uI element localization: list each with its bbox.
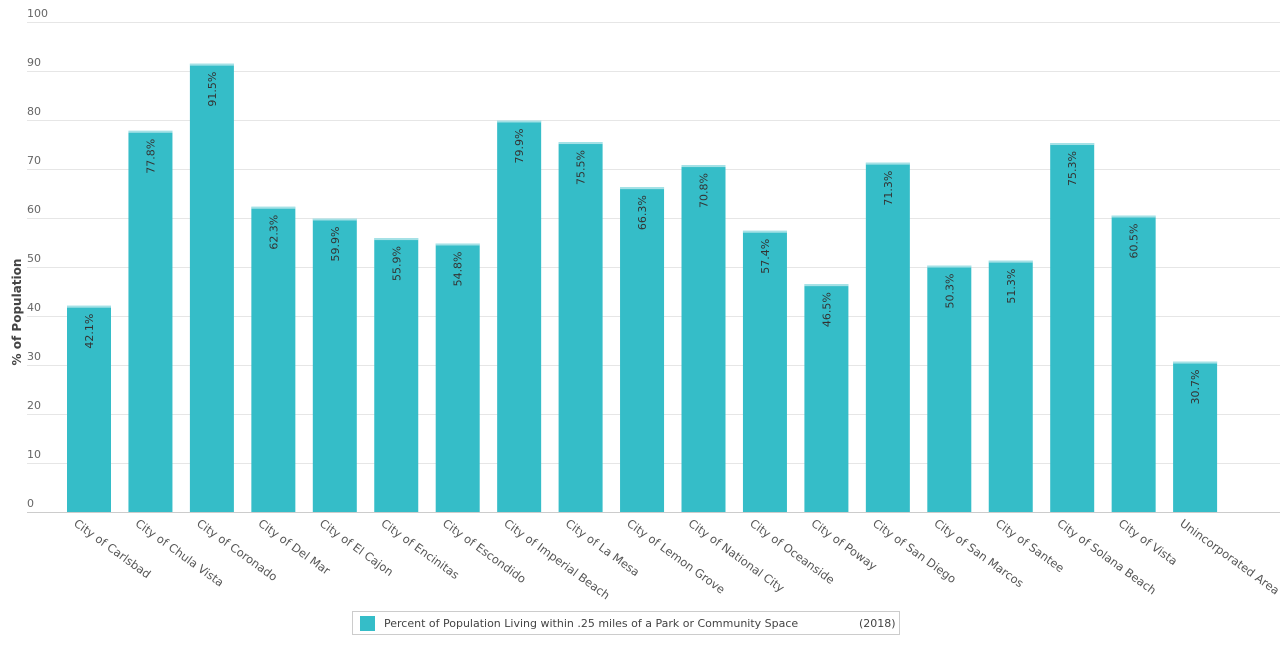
bar-top-highlight xyxy=(128,130,173,133)
bar-data-label: 77.8% xyxy=(144,139,157,174)
legend-swatch xyxy=(360,616,375,631)
bar[interactable] xyxy=(435,243,480,513)
bar-data-label: 62.3% xyxy=(267,215,280,250)
bar-data-label: 70.8% xyxy=(698,173,711,208)
legend-series-label: Percent of Population Living within .25 … xyxy=(384,617,799,630)
bar-data-label: 30.7% xyxy=(1189,370,1202,405)
y-tick-label: 40 xyxy=(27,301,41,314)
bar-top-highlight xyxy=(435,243,480,246)
bar-top-highlight xyxy=(1111,215,1156,218)
bar-top-highlight xyxy=(251,206,296,209)
bar-data-label: 59.9% xyxy=(329,226,342,261)
x-tick-label: Unincorporated Area xyxy=(1177,516,1280,598)
bar-data-label: 71.3% xyxy=(882,171,895,206)
bar-top-highlight xyxy=(804,284,849,287)
bar[interactable] xyxy=(67,305,111,512)
bar-top-highlight xyxy=(927,265,972,268)
bar-data-label: 91.5% xyxy=(206,72,219,107)
bar-data-label: 75.3% xyxy=(1066,151,1079,186)
bar[interactable] xyxy=(620,187,665,512)
bar[interactable] xyxy=(681,165,726,512)
y-tick-label: 70 xyxy=(27,154,41,167)
bar-top-highlight xyxy=(189,63,234,66)
bar-top-highlight xyxy=(1050,143,1095,146)
bar[interactable] xyxy=(1050,143,1095,512)
y-tick-label: 90 xyxy=(27,56,41,69)
bar-data-label: 54.8% xyxy=(452,251,465,286)
bar-top-highlight xyxy=(681,165,726,168)
bar-top-highlight xyxy=(742,230,787,233)
x-tick-label: City of Vista xyxy=(1116,516,1180,568)
bar[interactable] xyxy=(1173,361,1218,512)
bar[interactable] xyxy=(189,63,234,513)
y-tick-label: 80 xyxy=(27,105,41,118)
bar[interactable] xyxy=(1111,215,1156,513)
legend[interactable]: Percent of Population Living within .25 … xyxy=(352,611,900,635)
bar[interactable] xyxy=(374,238,419,512)
y-tick-label: 30 xyxy=(27,350,41,363)
y-tick-label: 20 xyxy=(27,399,41,412)
x-tick-label: City of Imperial Beach xyxy=(501,516,612,602)
bar[interactable] xyxy=(865,162,910,512)
y-axis-ticks: 0 10 20 30 40 50 60 70 80 90 100 xyxy=(27,7,48,510)
bar-data-label: 50.3% xyxy=(943,274,956,309)
bar[interactable] xyxy=(804,284,849,512)
bar-data-label: 51.3% xyxy=(1005,269,1018,304)
y-tick-label: 50 xyxy=(27,252,41,265)
bars xyxy=(67,63,1218,513)
bar-top-highlight xyxy=(1173,361,1218,364)
y-tick-label: 100 xyxy=(27,7,48,20)
y-tick-label: 10 xyxy=(27,448,41,461)
bar-top-highlight xyxy=(312,218,357,221)
y-axis-title: % of Population xyxy=(10,259,24,366)
bar-data-label: 46.5% xyxy=(820,292,833,327)
bar-data-label: 75.5% xyxy=(575,150,588,185)
bar[interactable] xyxy=(251,206,296,513)
legend-year: (2018) xyxy=(859,617,896,630)
bar-data-label: 66.3% xyxy=(636,195,649,230)
bar[interactable] xyxy=(497,120,542,513)
bar-data-label: 55.9% xyxy=(390,246,403,281)
bar-data-label: 57.4% xyxy=(759,239,772,274)
bar-data-label: 60.5% xyxy=(1128,224,1141,259)
bar-top-highlight xyxy=(67,305,111,308)
bar-top-highlight xyxy=(497,120,542,123)
y-tick-label: 0 xyxy=(27,497,34,510)
bar[interactable] xyxy=(128,130,173,512)
bar-top-highlight xyxy=(865,162,910,165)
bar-top-highlight xyxy=(558,142,603,145)
bar[interactable] xyxy=(742,230,787,513)
bar-data-labels: 42.1% 77.8% 91.5% 62.3% 59.9% 55.9% 54.8% 79.9%… xyxy=(83,72,1202,405)
x-tick-label: City of Solana Beach xyxy=(1054,516,1159,597)
bar-top-highlight xyxy=(374,238,419,241)
bar[interactable] xyxy=(988,260,1033,512)
bar-data-label: 42.1% xyxy=(83,314,96,349)
bar[interactable] xyxy=(927,265,972,512)
bar-top-highlight xyxy=(988,260,1033,263)
y-tick-label: 60 xyxy=(27,203,41,216)
bar[interactable] xyxy=(558,142,603,513)
bar-data-label: 79.9% xyxy=(513,128,526,163)
bar-top-highlight xyxy=(620,187,665,190)
bar[interactable] xyxy=(312,218,357,513)
